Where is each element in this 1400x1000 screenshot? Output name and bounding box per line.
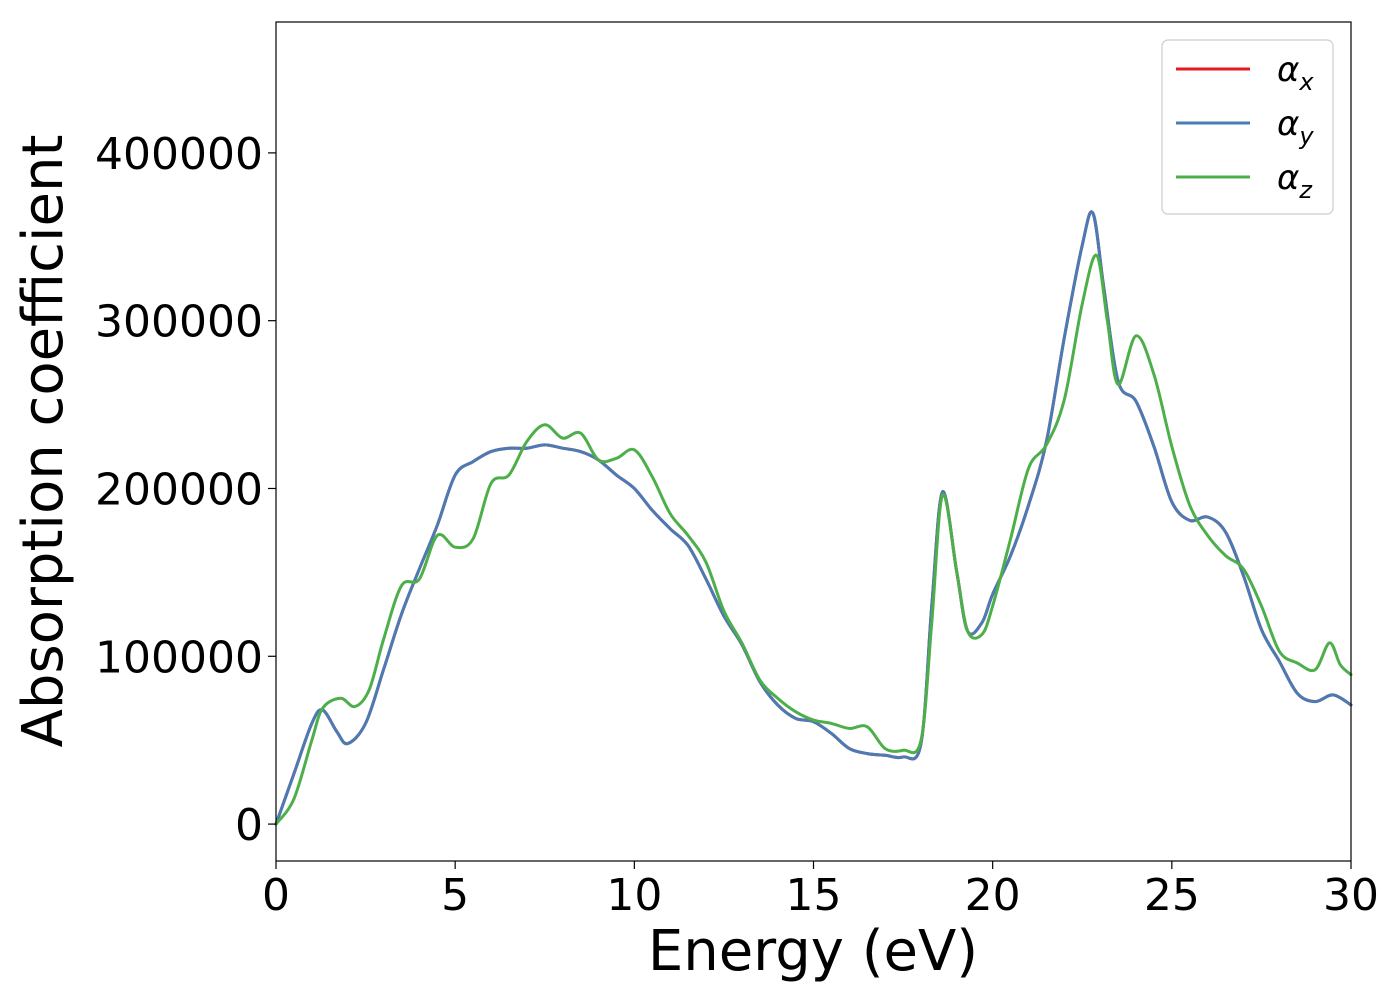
legend-subscript: y [1298,122,1314,150]
legend-symbol: α [1277,158,1299,198]
legend-label-y: αy [1277,104,1314,150]
x-tick-label: 15 [786,870,842,921]
y-tick-label: 0 [235,800,263,851]
legend-subscript: x [1298,68,1314,96]
legend-label-x: αx [1277,50,1314,96]
legend-symbol: α [1277,104,1299,144]
x-tick-label: 5 [441,870,469,921]
series-line-z [274,253,1353,826]
legend-frame [1161,39,1334,215]
x-tick-label: 0 [262,870,290,921]
legend-symbol: α [1277,50,1299,90]
y-tick-label: 300000 [95,297,263,348]
x-tick-label: 30 [1323,870,1379,921]
y-axis-label: Absorption coefficient [11,135,76,748]
legend-label-z: αz [1277,158,1313,204]
y-tick-label: 200000 [95,464,263,515]
y-axis: 0 100000 200000 300000 400000 [95,129,276,851]
series-line-y [274,210,1353,826]
y-tick-label: 400000 [95,129,263,180]
x-tick-label: 25 [1144,870,1200,921]
series-layer [274,210,1353,826]
y-tick-label: 100000 [95,632,263,683]
x-tick-label: 10 [606,870,662,921]
x-tick-label: 20 [965,870,1021,921]
x-axis: 0 5 10 15 20 25 30 [262,861,1379,921]
legend-subscript: z [1298,176,1313,204]
x-axis-label: Energy (eV) [648,919,978,984]
